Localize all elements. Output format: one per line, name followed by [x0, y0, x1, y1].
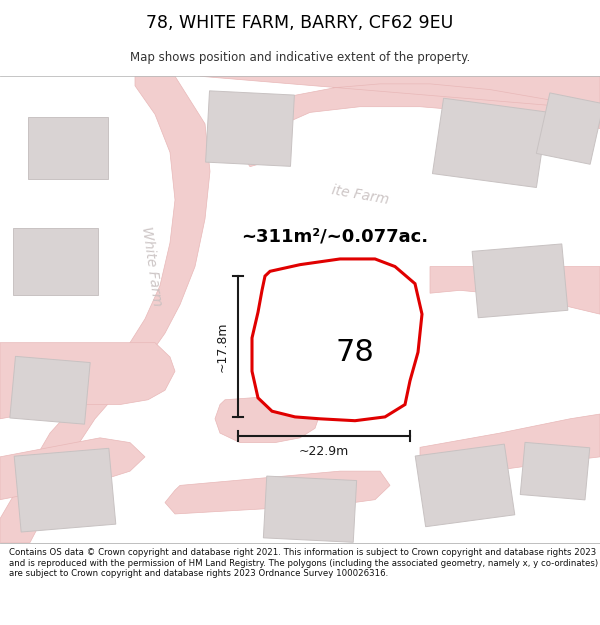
Polygon shape: [200, 76, 600, 167]
Bar: [13, 229, 97, 295]
Bar: [433, 98, 548, 188]
Bar: [520, 442, 590, 500]
Text: 78: 78: [335, 338, 374, 367]
Bar: [415, 444, 515, 527]
Polygon shape: [0, 438, 145, 499]
Polygon shape: [0, 342, 175, 419]
Polygon shape: [430, 266, 600, 314]
Text: ~22.9m: ~22.9m: [299, 444, 349, 458]
Text: White Farm: White Farm: [139, 226, 164, 308]
Bar: [206, 91, 295, 166]
Polygon shape: [165, 471, 390, 514]
Text: ~311m²/~0.077ac.: ~311m²/~0.077ac.: [241, 227, 428, 245]
Bar: [10, 356, 90, 424]
Bar: [472, 244, 568, 318]
Text: 78, WHITE FARM, BARRY, CF62 9EU: 78, WHITE FARM, BARRY, CF62 9EU: [146, 14, 454, 32]
Bar: [14, 448, 116, 532]
Bar: [263, 476, 356, 542]
Bar: [28, 117, 108, 179]
Polygon shape: [252, 259, 422, 421]
Bar: [536, 93, 600, 164]
Bar: [328, 380, 392, 410]
Text: ~17.8m: ~17.8m: [215, 321, 229, 372]
Text: Map shows position and indicative extent of the property.: Map shows position and indicative extent…: [130, 51, 470, 64]
Polygon shape: [0, 76, 210, 542]
Polygon shape: [215, 395, 320, 442]
Bar: [260, 295, 360, 371]
Text: Contains OS data © Crown copyright and database right 2021. This information is : Contains OS data © Crown copyright and d…: [9, 548, 598, 578]
Polygon shape: [420, 414, 600, 481]
Text: ite Farm: ite Farm: [330, 183, 390, 207]
